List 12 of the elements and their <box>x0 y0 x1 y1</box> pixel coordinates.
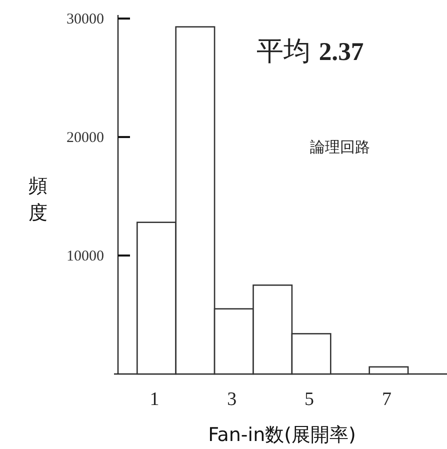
annotation: 平均 2.37 <box>256 36 364 67</box>
x-axis-title: Fan-in数(展開率) <box>208 424 356 446</box>
y-tick-label: 30000 <box>66 12 104 28</box>
x-tick-label: 7 <box>382 389 392 410</box>
x-tick-label: 1 <box>150 389 160 410</box>
y-axis-title: 頻度 <box>28 175 48 224</box>
y-tick-label: 20000 <box>66 130 104 146</box>
bar <box>368 366 409 375</box>
x-tick-label: 3 <box>227 389 237 410</box>
x-tick-label: 5 <box>304 389 314 410</box>
y-tick-label: 10000 <box>66 248 104 265</box>
annotation: 論理回路 <box>310 138 370 156</box>
